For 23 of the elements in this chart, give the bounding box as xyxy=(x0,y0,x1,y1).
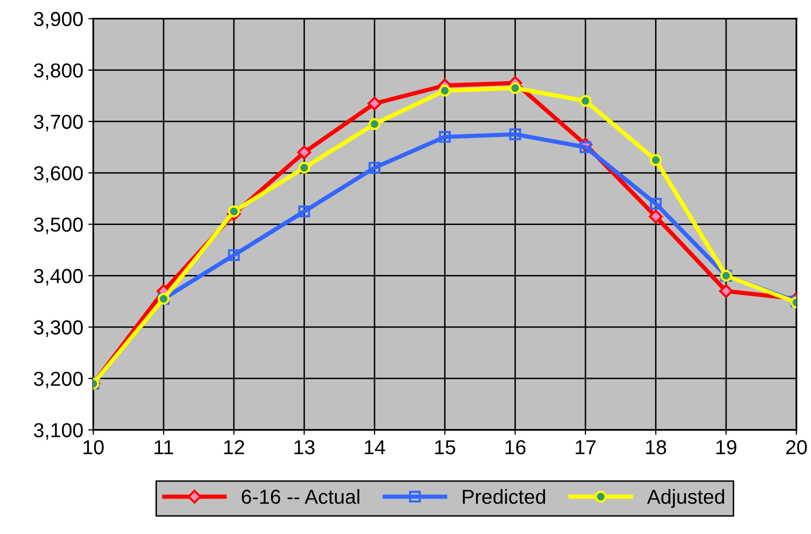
y-tick-label: 3,700 xyxy=(34,114,83,132)
y-tick-label: 3,400 xyxy=(34,268,83,286)
y-tick-label: 3,300 xyxy=(34,320,83,337)
x-tick-label: 20 xyxy=(786,440,807,454)
legend-label: Predicted xyxy=(462,489,546,504)
x-tick-label: 18 xyxy=(646,440,666,454)
y-tick-label: 3,100 xyxy=(34,423,83,440)
x-tick-label: 12 xyxy=(224,440,244,454)
y-tick-label: 3,500 xyxy=(34,218,83,234)
x-tick-label: 16 xyxy=(505,440,526,454)
y-tick-label: 3,900 xyxy=(34,12,83,29)
y-tick-label: 3,600 xyxy=(34,166,83,183)
x-tick-label: 14 xyxy=(364,440,386,454)
x-tick-label: 11 xyxy=(154,440,174,454)
x-tick-label: 17 xyxy=(576,440,596,454)
legend-label: 6-16 -- Actual xyxy=(242,489,360,504)
x-tick-label: 15 xyxy=(435,440,456,454)
y-tick-label: 3,200 xyxy=(34,372,83,388)
x-tick-label: 10 xyxy=(84,440,104,454)
y-tick-label: 3,800 xyxy=(34,63,83,80)
legend-label: Adjusted xyxy=(647,489,724,508)
x-tick-label: 13 xyxy=(294,440,315,454)
x-tick-label: 19 xyxy=(716,440,736,454)
